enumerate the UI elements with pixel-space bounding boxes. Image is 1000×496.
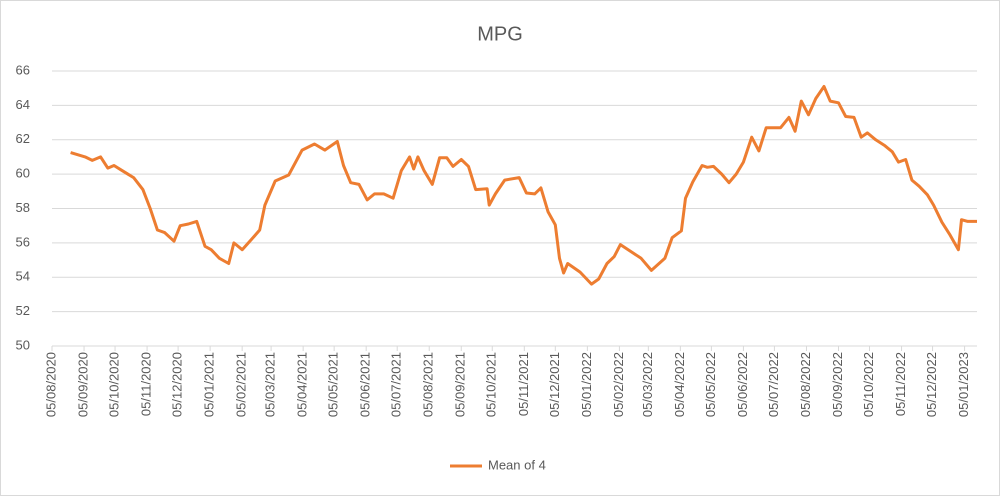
x-tick-label: 05/01/2021 — [202, 352, 217, 417]
x-tick-label: 05/02/2022 — [611, 352, 626, 417]
x-tick-label: 05/09/2022 — [830, 352, 845, 417]
y-tick-label: 50 — [16, 337, 30, 352]
y-tick-label: 66 — [16, 62, 30, 77]
x-tick-label: 05/10/2022 — [861, 352, 876, 417]
x-tick-label: 05/08/2021 — [421, 352, 436, 417]
x-tick-label: 05/09/2021 — [453, 352, 468, 417]
y-tick-label: 64 — [16, 97, 30, 112]
x-tick-label: 05/08/2020 — [43, 352, 58, 417]
x-tick-label: 05/04/2021 — [295, 352, 310, 417]
x-tick-label: 05/11/2021 — [516, 352, 531, 416]
y-tick-label: 58 — [16, 200, 30, 215]
x-tick-label: 05/11/2020 — [139, 352, 154, 416]
x-tick-label: 05/05/2022 — [703, 352, 718, 417]
x-tick-label: 05/02/2021 — [234, 352, 249, 417]
y-tick-label: 62 — [16, 131, 30, 146]
y-tick-label: 52 — [16, 303, 30, 318]
x-tick-label: 05/07/2021 — [389, 352, 404, 417]
x-tick-label: 05/06/2022 — [735, 352, 750, 417]
x-tick-label: 05/04/2022 — [672, 352, 687, 417]
chart-title: MPG — [477, 23, 523, 45]
x-tick-label: 05/03/2021 — [263, 352, 278, 417]
x-tick-label: 05/12/2021 — [547, 352, 562, 417]
x-tick-label: 05/12/2020 — [170, 352, 185, 417]
x-tick-label: 05/03/2022 — [640, 352, 655, 417]
x-tick-label: 05/05/2021 — [326, 352, 341, 417]
y-tick-label: 56 — [16, 234, 30, 249]
x-tick-label: 05/09/2020 — [75, 352, 90, 417]
legend-label: Mean of 4 — [488, 457, 546, 472]
x-tick-label: 05/01/2023 — [956, 352, 971, 417]
data-line — [70, 85, 977, 286]
x-tick-label: 05/10/2021 — [484, 352, 499, 417]
x-tick-label: 05/11/2022 — [893, 352, 908, 416]
x-tick-label: 05/12/2022 — [924, 352, 939, 417]
x-tick-label: 05/08/2022 — [798, 352, 813, 417]
x-tick-label: 05/10/2020 — [106, 352, 121, 417]
y-tick-label: 60 — [16, 166, 30, 181]
x-tick-label: 05/07/2022 — [766, 352, 781, 417]
y-tick-label: 54 — [16, 269, 30, 284]
x-tick-label: 05/06/2021 — [358, 352, 373, 417]
x-tick-label: 05/01/2022 — [579, 352, 594, 417]
